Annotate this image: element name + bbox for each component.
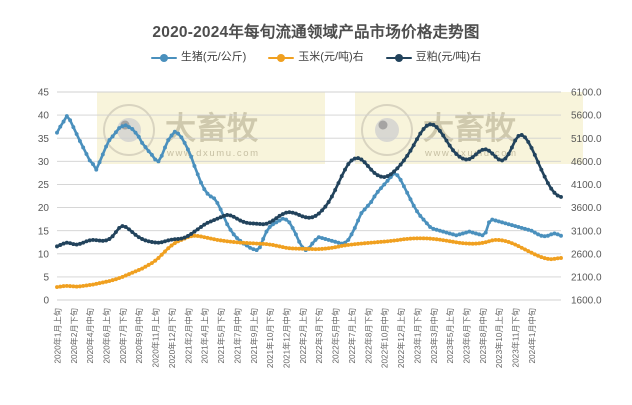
x-axis-tick: 2024年1月中旬 (527, 308, 537, 364)
x-axis-tick: 2021年2月中旬 (183, 308, 193, 364)
x-axis-tick: 2022年7月上旬 (347, 308, 357, 364)
legend-item-pig[interactable]: 生猪(元/公斤) (150, 51, 247, 63)
chart-legend: 生猪(元/公斤) 玉米(元/吨)右 豆粕(元/吨)右 (0, 52, 632, 63)
y-axis-right-tick: 3100.0 (571, 226, 602, 237)
x-axis-tick: 2022年3月下旬 (314, 308, 324, 364)
y-axis-left-tick: 10 (38, 249, 50, 260)
y-axis-left-labels: 0 5 10 15 20 25 30 35 40 45 (38, 88, 50, 307)
y-axis-left-tick: 20 (38, 203, 50, 214)
x-axis-tick: 2023年11月下旬 (511, 308, 521, 367)
gridlines (57, 91, 561, 301)
legend-swatch-corn (268, 52, 295, 63)
x-axis-tick: 2021年10月下旬 (265, 308, 275, 368)
x-axis-tick: 2023年8月中旬 (478, 308, 488, 364)
x-axis-tick: 2020年12月下旬 (167, 308, 177, 368)
y-axis-left-tick: 5 (43, 272, 49, 283)
y-axis-left-tick: 0 (43, 296, 49, 307)
x-axis-tick: 2023年1月下旬 (412, 308, 422, 364)
x-axis-tick: 2022年10月中旬 (380, 308, 390, 368)
y-axis-left-tick: 30 (38, 157, 50, 168)
y-axis-left-tick: 35 (38, 134, 50, 145)
legend-label-pig: 生猪(元/公斤) (180, 51, 247, 63)
x-axis-labels: 2020年1月上旬 2020年2月下旬 2020年4月中旬 2020年6月上旬 2020… (52, 308, 537, 368)
page-title: 2020-2024年每旬流通领域产品市场价格走势图 (152, 24, 480, 41)
x-axis-tick: 2022年12月上旬 (396, 308, 406, 368)
svg-text:大畜牧: 大畜牧 (165, 111, 259, 146)
x-axis-tick: 2021年5月下旬 (216, 308, 226, 364)
svg-text:www.dxumu.com: www.dxumu.com (166, 148, 260, 159)
legend-swatch-soybean-meal (385, 52, 412, 63)
series-soybean-meal (55, 122, 563, 249)
legend-item-soybean-meal[interactable]: 豆粕(元/吨)右 (385, 51, 482, 63)
y-axis-right-tick: 2100.0 (571, 272, 602, 283)
series-corn (55, 233, 563, 290)
legend-label-corn: 玉米(元/吨)右 (298, 51, 364, 63)
x-axis-tick: 2020年6月上旬 (101, 308, 111, 364)
legend-label-soybean-meal: 豆粕(元/吨)右 (415, 51, 482, 63)
x-axis-tick: 2023年10月上旬 (494, 308, 504, 368)
series-layer (55, 114, 563, 290)
x-axis-tick: 2020年7月下旬 (118, 308, 128, 364)
legend-item-corn[interactable]: 玉米(元/吨)右 (268, 51, 364, 63)
x-axis-tick: 2021年12月中旬 (281, 308, 291, 368)
y-axis-right-tick: 3600.0 (571, 203, 602, 214)
x-axis-tick: 2022年2月上旬 (298, 308, 308, 364)
y-axis-right-tick: 2600.0 (571, 249, 602, 260)
y-axis-left-tick: 40 (38, 111, 50, 122)
y-axis-right-tick: 4100.0 (571, 180, 602, 191)
y-axis-right-labels: 1600.0 2100.0 2600.0 3100.0 3600.0 4100.0 4600… (571, 88, 602, 307)
y-axis-left-tick: 25 (38, 180, 50, 191)
x-axis-tick: 2023年5月上旬 (445, 308, 455, 364)
y-axis-left-tick: 15 (38, 226, 50, 237)
y-axis-right-tick: 1600.0 (571, 296, 602, 307)
x-axis-tick: 2020年2月下旬 (69, 308, 79, 364)
legend-swatch-pig (150, 52, 177, 63)
x-axis-tick: 2021年7月中旬 (232, 308, 242, 364)
x-axis-tick: 2020年1月上旬 (52, 308, 62, 364)
x-axis-tick: 2022年8月下旬 (363, 308, 373, 364)
y-axis-right-tick: 5600.0 (571, 111, 602, 122)
x-axis-tick: 2021年9月上旬 (249, 308, 259, 364)
x-axis-tick: 2023年3月中旬 (429, 308, 439, 364)
y-axis-right-tick: 4600.0 (571, 157, 602, 168)
y-axis-left-tick: 45 (38, 88, 50, 99)
x-axis-tick: 2022年5月中旬 (331, 308, 341, 364)
x-axis-tick: 2020年9月中旬 (134, 308, 144, 364)
y-axis-right-tick: 5100.0 (571, 134, 602, 145)
y-axis-right-tick: 6100.0 (571, 88, 602, 99)
x-axis-tick: 2021年4月上旬 (200, 308, 210, 364)
svg-text:www.dxumu.com: www.dxumu.com (424, 148, 518, 159)
x-axis-tick: 2020年4月中旬 (85, 308, 95, 364)
x-axis-tick: 2020年11月上旬 (151, 308, 161, 367)
x-axis-tick: 2023年6月下旬 (461, 308, 471, 364)
